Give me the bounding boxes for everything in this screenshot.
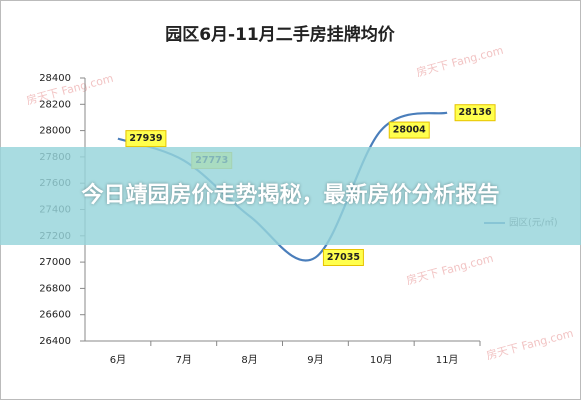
data-label: 28136 <box>459 107 492 118</box>
y-tick-label: 28000 <box>39 126 71 137</box>
data-label-box <box>388 121 430 139</box>
data-label-box <box>125 130 167 148</box>
x-tick-label: 8月 <box>241 354 257 366</box>
data-label: 28004 <box>393 125 426 136</box>
chart-title: 园区6月-11月二手房挂牌均价 <box>165 24 396 45</box>
data-label: 27035 <box>327 252 360 263</box>
y-tick-label: 28400 <box>39 73 71 84</box>
data-label-box <box>322 248 364 266</box>
x-tick-label: 7月 <box>176 354 192 366</box>
banner: 今日靖园房价走势揭秘，最新房价分析报告 <box>0 147 581 245</box>
y-tick-label: 28200 <box>39 99 71 110</box>
x-tick-label: 10月 <box>370 354 393 366</box>
x-tick-label: 6月 <box>110 354 126 366</box>
y-tick-label: 26400 <box>39 336 71 347</box>
data-label-box <box>454 104 496 122</box>
y-tick-label: 26600 <box>39 310 71 321</box>
banner-text: 今日靖园房价走势揭秘，最新房价分析报告 <box>81 183 500 208</box>
data-label: 27939 <box>129 133 162 144</box>
y-tick-label: 26800 <box>39 283 71 294</box>
x-tick-label: 9月 <box>307 354 323 366</box>
x-tick-label: 11月 <box>436 354 459 366</box>
y-tick-label: 27000 <box>39 257 71 268</box>
